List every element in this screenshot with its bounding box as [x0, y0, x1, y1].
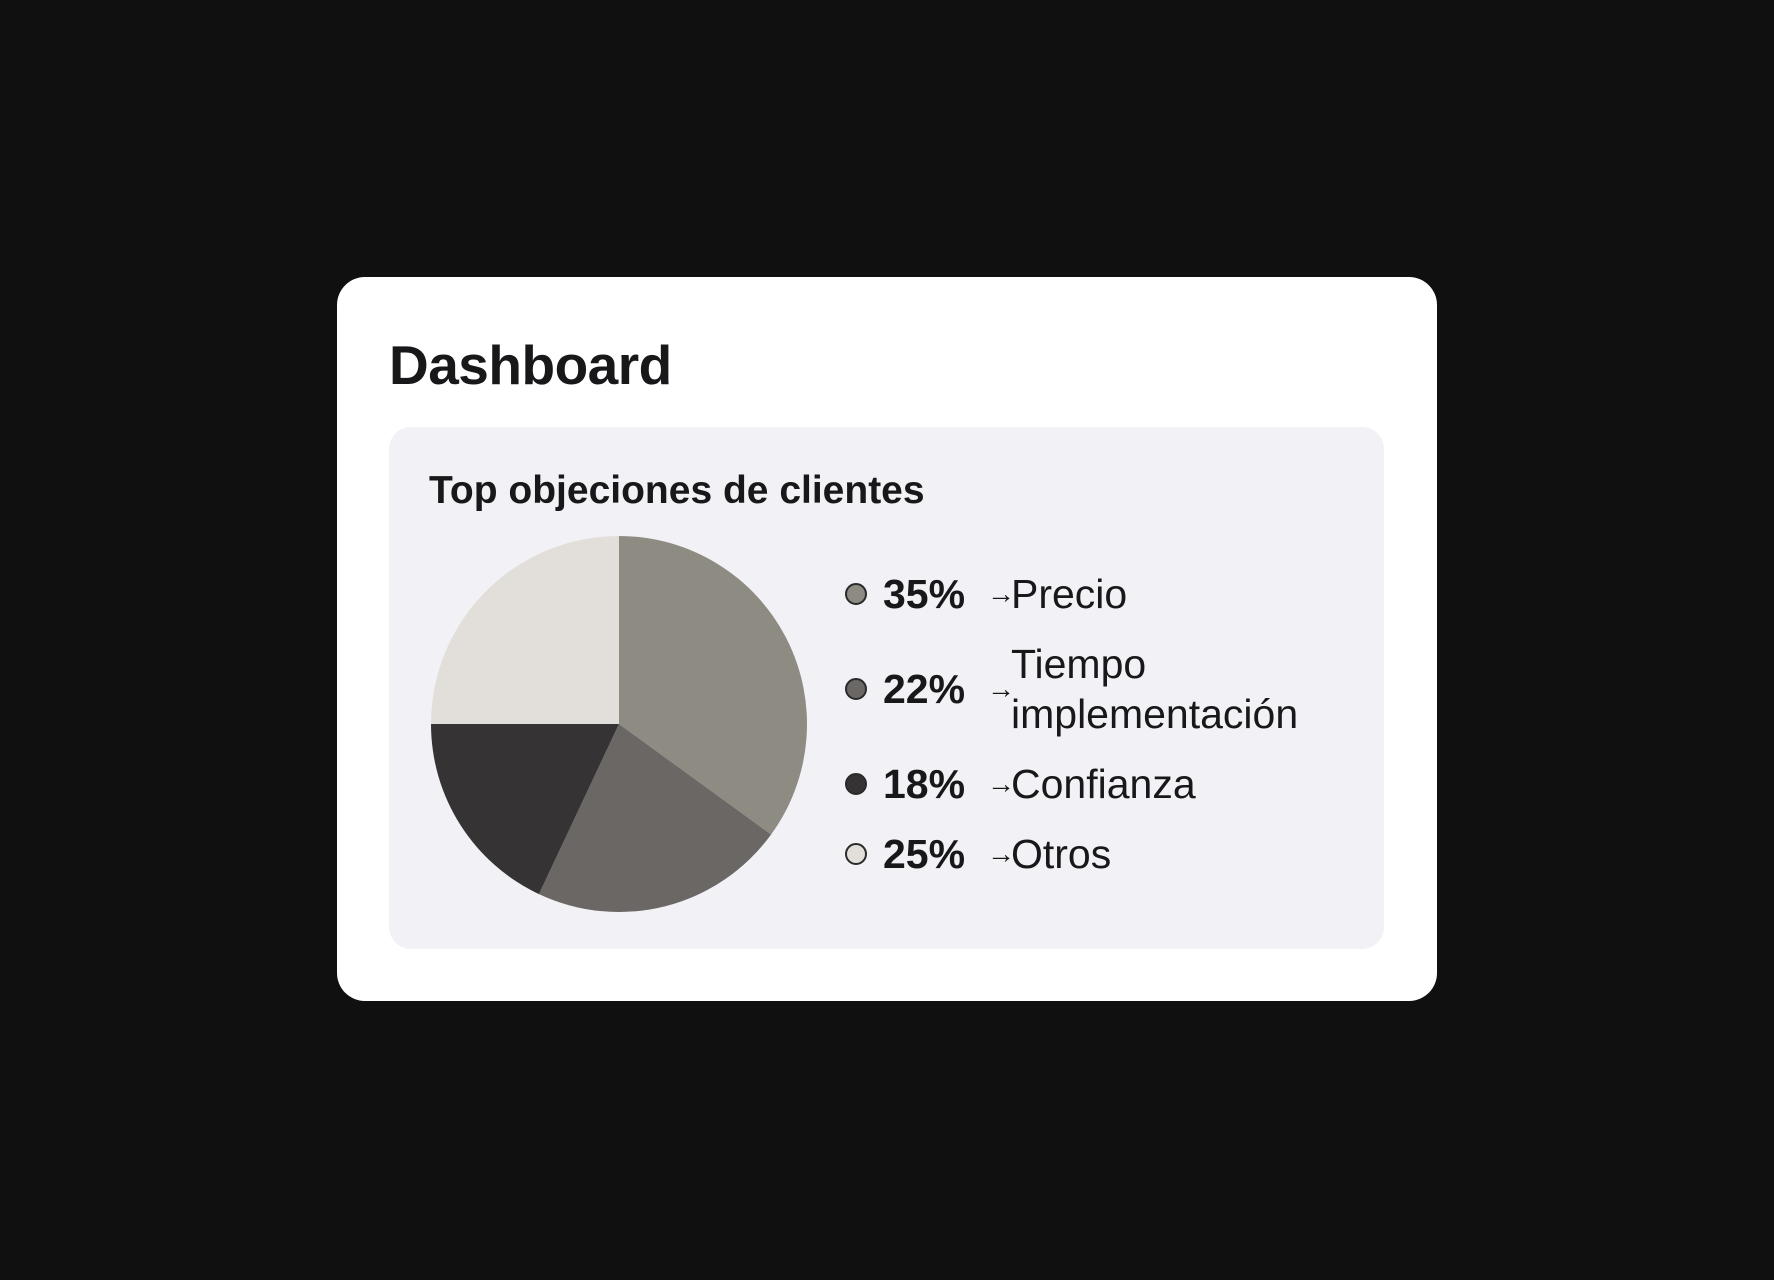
legend-swatch	[845, 843, 867, 865]
legend-percentage: 25%	[883, 830, 966, 877]
arrow-right-icon: →	[987, 578, 1015, 609]
legend-swatch	[845, 583, 867, 605]
legend-swatch	[845, 678, 867, 700]
legend-label: Otros	[1011, 831, 1112, 877]
legend-item: 35% → Precio	[845, 564, 1127, 624]
legend-percentage: 22%	[883, 665, 966, 712]
arrow-right-icon: →	[987, 768, 1015, 799]
pie-slice-confianza	[431, 724, 619, 895]
dashboard-card: Dashboard Top objeciones de clientes 35%…	[337, 277, 1437, 1001]
pie-slice-tiempo-implementación	[538, 724, 772, 912]
legend-item: 25% → Otros	[845, 824, 1111, 884]
arrow-right-icon: →	[987, 838, 1015, 869]
page-title: Dashboard	[389, 334, 672, 396]
chart-panel: Top objeciones de clientes 35% → Precio 22%…	[389, 427, 1384, 949]
pie-slice-precio	[619, 536, 807, 835]
legend-label-line: implementación	[1011, 691, 1299, 737]
arrow-right-icon: →	[987, 673, 1015, 704]
legend-label: Precio	[1011, 571, 1128, 617]
legend-percentage: 35%	[883, 570, 966, 617]
legend-swatch	[845, 773, 867, 795]
legend-item: 18% → Confianza	[845, 754, 1196, 814]
pie-chart	[431, 536, 807, 912]
pie-slice-otros	[431, 536, 619, 724]
legend-label: Confianza	[1011, 761, 1196, 807]
chart-title: Top objeciones de clientes	[429, 469, 925, 512]
legend-label: Tiempo implementación	[1011, 639, 1298, 739]
legend-label-line: Tiempo	[1011, 641, 1147, 687]
legend-percentage: 18%	[883, 760, 966, 807]
legend-item: 22% → Tiempo implementación	[845, 637, 1298, 741]
